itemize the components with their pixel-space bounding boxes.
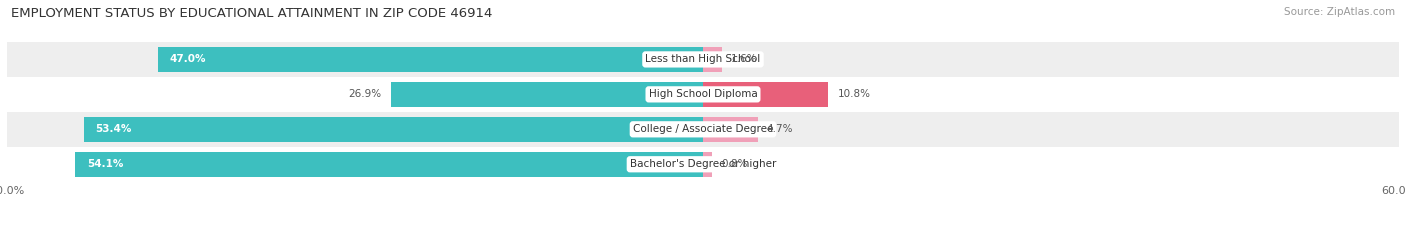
Text: Source: ZipAtlas.com: Source: ZipAtlas.com [1284,7,1395,17]
Bar [703,152,713,177]
Bar [703,47,721,72]
Text: 10.8%: 10.8% [838,89,870,99]
Text: Less than High School: Less than High School [645,55,761,64]
FancyBboxPatch shape [7,77,1399,112]
Text: 26.9%: 26.9% [349,89,381,99]
FancyBboxPatch shape [7,147,1399,182]
Bar [83,117,703,142]
Text: Bachelor's Degree or higher: Bachelor's Degree or higher [630,159,776,169]
Bar [703,82,828,107]
Text: 1.6%: 1.6% [731,55,758,64]
Text: 0.8%: 0.8% [721,159,748,169]
Bar [703,117,758,142]
Text: EMPLOYMENT STATUS BY EDUCATIONAL ATTAINMENT IN ZIP CODE 46914: EMPLOYMENT STATUS BY EDUCATIONAL ATTAINM… [11,7,492,20]
Text: 53.4%: 53.4% [96,124,132,134]
Text: 47.0%: 47.0% [170,55,205,64]
FancyBboxPatch shape [7,112,1399,147]
Text: High School Diploma: High School Diploma [648,89,758,99]
FancyBboxPatch shape [7,42,1399,77]
Bar [76,152,703,177]
Text: 54.1%: 54.1% [87,159,124,169]
Text: College / Associate Degree: College / Associate Degree [633,124,773,134]
Bar [391,82,703,107]
Bar [157,47,703,72]
Text: 4.7%: 4.7% [766,124,793,134]
